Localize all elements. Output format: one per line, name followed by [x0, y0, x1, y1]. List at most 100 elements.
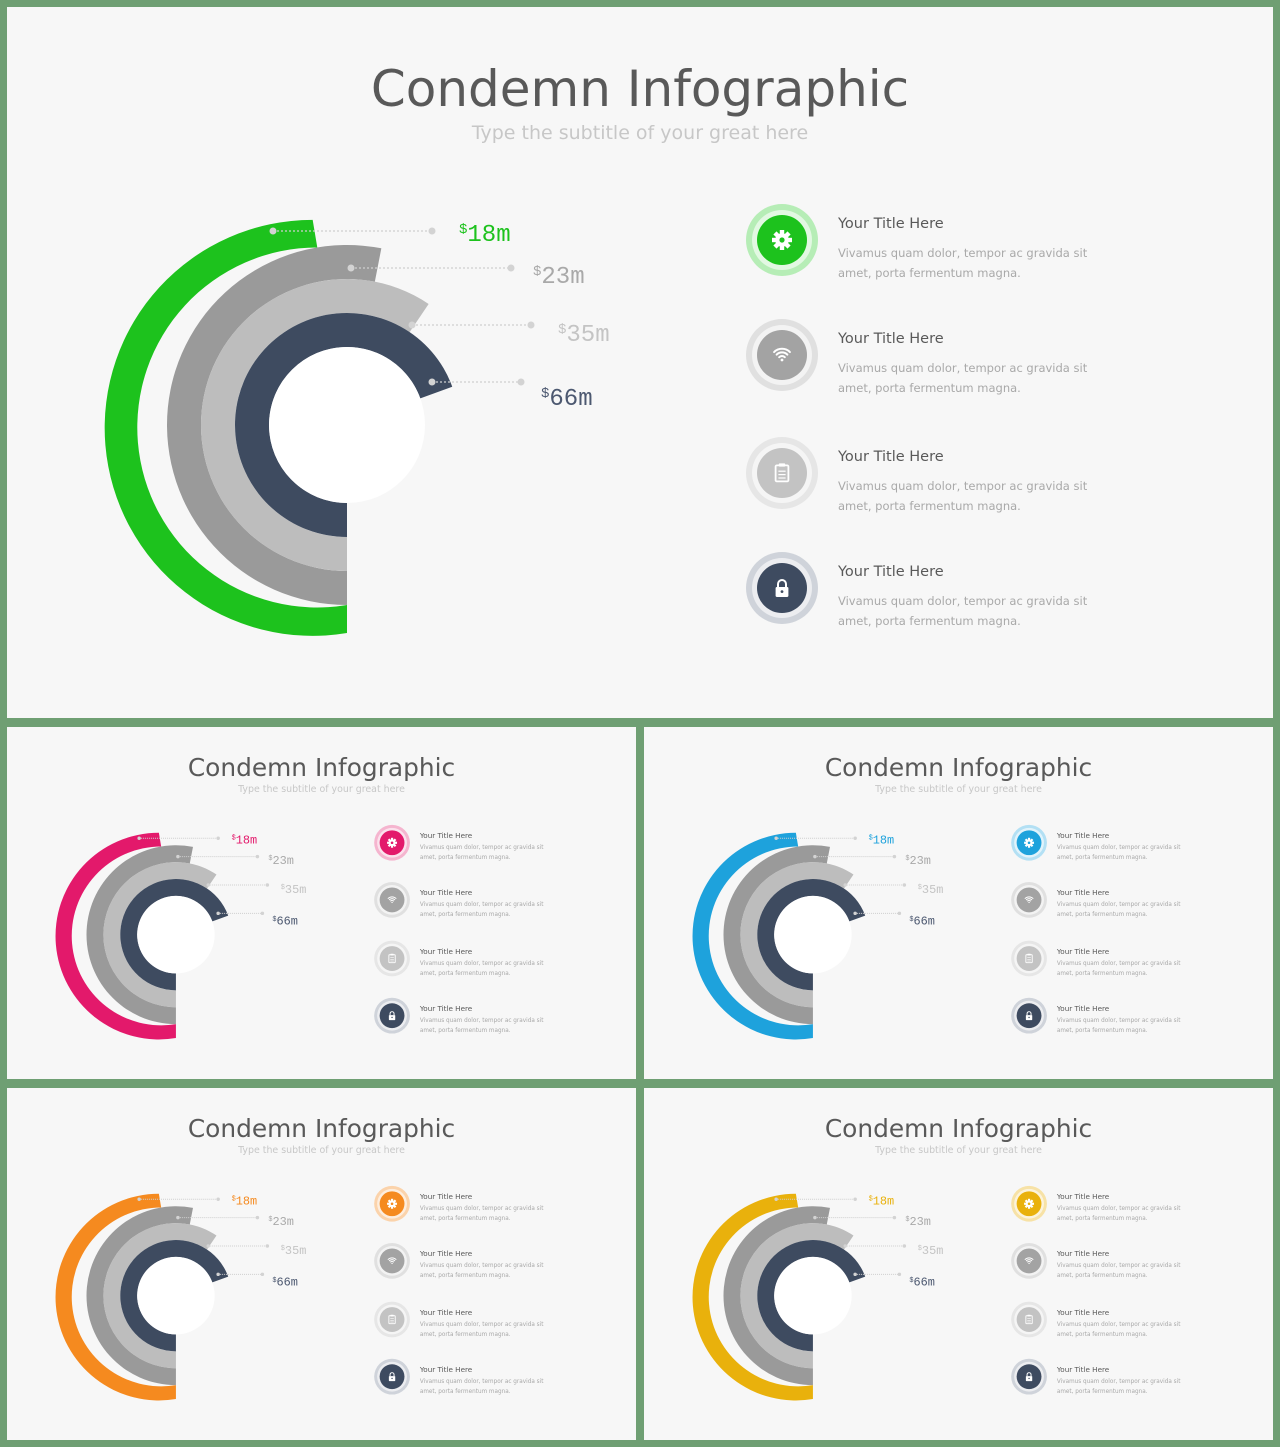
value-text: 66m [913, 915, 934, 929]
thumbnail-slide-pink[interactable]: Condemn Infographic Type the subtitle of … [7, 727, 636, 1079]
leader-dot [260, 911, 265, 916]
clipboard-icon [1011, 1301, 1047, 1338]
ring-chart: $18m$23m$35m$66m [692, 1185, 1047, 1401]
item-description: Vivamus quam dolor, tempor ac gravida si… [1057, 960, 1181, 980]
ring-chart: $18m $23m $35m $66m [692, 824, 1047, 1040]
ring-segment-23m [723, 845, 830, 1025]
item-description-line: amet, porta fermentum magna. [1056, 1331, 1148, 1338]
value-label-1: $23m [905, 854, 931, 868]
value-text: 23m [541, 264, 584, 291]
item-title: Your Title Here [419, 1248, 473, 1258]
slide-subtitle: Type the subtitle of your great here [238, 783, 405, 795]
value-label-2: $35m [281, 1244, 307, 1258]
ring-chart: $18m$23m$35m$66m [55, 1185, 410, 1401]
leader-dot [843, 1244, 847, 1248]
currency-symbol: $ [232, 834, 236, 842]
slide-subtitle: Type the subtitle of your great here [875, 783, 1042, 795]
item-description-line: amet, porta fermentum magna. [1056, 855, 1148, 862]
gear-icon [374, 824, 410, 861]
item-description-line: amet, porta fermentum magna. [419, 1216, 511, 1223]
thumbnail-slide-orange[interactable]: Condemn Infographic Type the subtitle of … [7, 1088, 636, 1440]
main-slide: Condemn Infographic Type the subtitle of … [7, 7, 1273, 718]
item-description-line: Vivamus quam dolor, tempor ac gravida si… [1056, 845, 1181, 852]
currency-symbol: $ [869, 1195, 873, 1203]
wifi-icon [1011, 882, 1047, 918]
item-description-line: Vivamus quam dolor, tempor ac gravida si… [1056, 1018, 1181, 1025]
item-description-line: amet, porta fermentum magna. [419, 1331, 511, 1338]
value-text: 35m [285, 1244, 306, 1258]
item-description-line: amet, porta fermentum magna. [838, 266, 1021, 280]
item-description: Vivamus quam dolor, tempor ac gravida si… [420, 1321, 544, 1341]
item-description: Vivamus quam dolor, tempor ac gravida si… [420, 1262, 544, 1282]
item-description: Vivamus quam dolor, tempor ac gravida si… [420, 1378, 544, 1398]
leader-dot [269, 227, 277, 235]
lock-icon [1011, 997, 1047, 1034]
leader-dot [853, 911, 857, 916]
thumbnail-slide-blue[interactable]: Condemn Infographic Type the subtitle of … [644, 727, 1273, 1079]
item-description-line: amet, porta fermentum magna. [419, 1273, 511, 1280]
item-description: Vivamus quam dolor, tempor ac gravida si… [1057, 901, 1181, 921]
ring-segment-35m [201, 279, 429, 571]
value-label-0: $18m [232, 1194, 258, 1208]
value-label-2: $35m [918, 883, 944, 897]
ring-segment-35m [740, 1223, 854, 1369]
item-title: Your Title Here [419, 1307, 473, 1317]
item-description-line: amet, porta fermentum magna. [1056, 912, 1148, 919]
gear-icon [746, 204, 818, 276]
value-text: 66m [913, 1276, 934, 1290]
item-description-line: amet, porta fermentum magna. [419, 1389, 511, 1396]
item-description-line: Vivamus quam dolor, tempor ac gravida si… [419, 1379, 544, 1386]
currency-symbol: $ [459, 222, 467, 238]
currency-symbol: $ [909, 1277, 913, 1285]
value-text: 18m [873, 1194, 894, 1208]
leader-dot [206, 1244, 210, 1248]
item-description: Vivamus quam dolor, tempor ac gravida si… [420, 901, 544, 921]
lock-icon [746, 552, 818, 624]
leader-dot [774, 836, 778, 841]
item-description-line: amet, porta fermentum magna. [419, 1028, 511, 1035]
value-text: 18m [236, 833, 257, 847]
slide-title: Condemn Infographic [370, 60, 910, 118]
clipboard-icon [374, 1301, 410, 1338]
currency-symbol: $ [909, 916, 913, 924]
item-title: Your Title Here [1056, 1191, 1110, 1201]
ring-segment-66m [757, 1240, 866, 1352]
value-text: 23m [910, 854, 931, 868]
ring-segment-66m [120, 1240, 229, 1352]
item-title: Your Title Here [838, 564, 944, 580]
item-description: Vivamus quam dolor, tempor ac gravida si… [1057, 1378, 1181, 1398]
item-description-line: Vivamus quam dolor, tempor ac gravida si… [838, 479, 1088, 493]
ring-segment-23m [86, 1206, 193, 1386]
item-description: Vivamus quam dolor, tempor ac gravida si… [1057, 1017, 1181, 1037]
ring-segment-66m [235, 313, 453, 537]
item-description: Vivamus quam dolor, tempor ac gravida si… [838, 476, 1087, 516]
ring-segment-18m [692, 1193, 813, 1401]
leader-dot [853, 836, 857, 841]
thumbnail-slide-yellow[interactable]: Condemn Infographic Type the subtitle of … [644, 1088, 1273, 1440]
currency-symbol: $ [232, 1195, 236, 1203]
value-label-2: $35m [281, 883, 307, 897]
item-title: Your Title Here [838, 216, 944, 232]
ring-segment-23m [723, 1206, 830, 1386]
ring-segment-18m [104, 219, 347, 636]
item-description-line: Vivamus quam dolor, tempor ac gravida si… [1056, 1379, 1181, 1386]
clipboard-icon [374, 940, 410, 977]
leader-dot [176, 1215, 180, 1220]
leader-dot [428, 227, 436, 235]
value-label-0: $18m [869, 833, 895, 847]
ring-center [137, 895, 215, 974]
leader-dot [408, 321, 416, 329]
value-label-3: $66m [909, 915, 935, 929]
leader-dot [813, 1215, 817, 1220]
ring-center [137, 1256, 215, 1335]
leader-dot [347, 264, 355, 272]
item-description-line: amet, porta fermentum magna. [1056, 1216, 1148, 1223]
slide-subtitle: Type the subtitle of your great here [471, 122, 809, 144]
value-text: 23m [910, 1215, 931, 1229]
item-title: Your Title Here [1056, 1248, 1110, 1258]
item-description-line: Vivamus quam dolor, tempor ac gravida si… [838, 594, 1088, 608]
item-title: Your Title Here [1056, 1307, 1110, 1317]
wifi-icon [374, 882, 410, 918]
leader-dot [260, 1272, 265, 1277]
item-title: Your Title Here [1056, 1003, 1110, 1013]
